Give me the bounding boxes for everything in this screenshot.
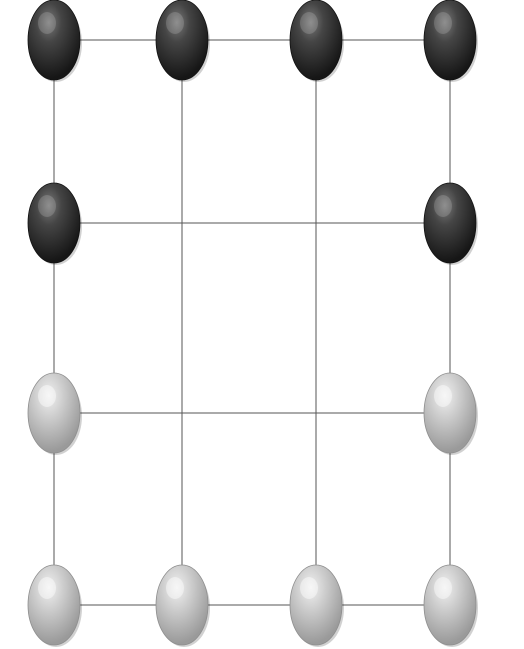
dark-stone-r0-c0[interactable] [27, 0, 82, 82]
light-stone-r3-c2[interactable] [289, 564, 344, 647]
dark-stone-r0-c3[interactable] [423, 0, 478, 82]
light-stone-r3-c1[interactable] [155, 564, 210, 647]
stones-layer [27, 0, 478, 647]
light-stone-r2-c0[interactable] [27, 372, 82, 455]
dark-stone-r1-c0[interactable] [27, 182, 82, 265]
dark-stone-r1-c3[interactable] [423, 182, 478, 265]
light-stone-r3-c3[interactable] [423, 564, 478, 647]
dark-stone-r0-c2[interactable] [289, 0, 344, 82]
grid-lines [53, 39, 451, 606]
light-stone-r3-c0[interactable] [27, 564, 82, 647]
dark-stone-r0-c1[interactable] [155, 0, 210, 82]
light-stone-r2-c3[interactable] [423, 372, 478, 455]
